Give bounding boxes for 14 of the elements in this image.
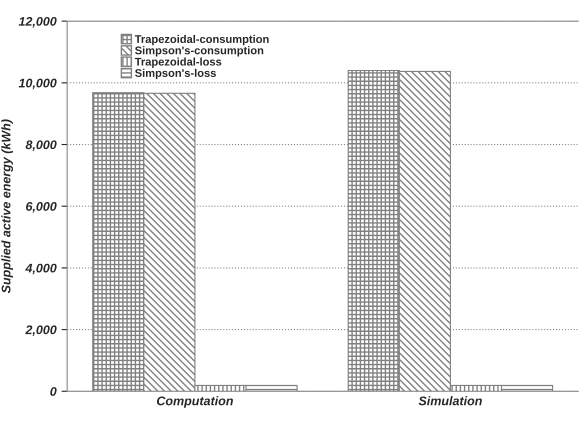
x-tick-label: Computation: [156, 396, 233, 408]
y-tick-label: 8,000: [26, 140, 57, 151]
y-tick-label: 2,000: [25, 325, 57, 336]
x-tick-label: Simulation: [418, 396, 482, 406]
legend-label: Trapezoidal-consumption: [134, 34, 269, 46]
y-tick-label: 6,000: [26, 202, 57, 213]
y-tick-label: 0: [50, 387, 57, 396]
y-tick-label: 12,000: [18, 16, 57, 28]
legend-label: Simpson's-loss: [135, 68, 216, 80]
y-axis-title: Supplied active energy (kWh): [1, 119, 13, 294]
y-tick-label: 10,000: [18, 78, 57, 90]
legend-label: Simpson's-consumption: [135, 46, 264, 57]
legend-label: Trapezoidal-loss: [134, 57, 222, 68]
y-tick-label: 4,000: [25, 264, 57, 274]
